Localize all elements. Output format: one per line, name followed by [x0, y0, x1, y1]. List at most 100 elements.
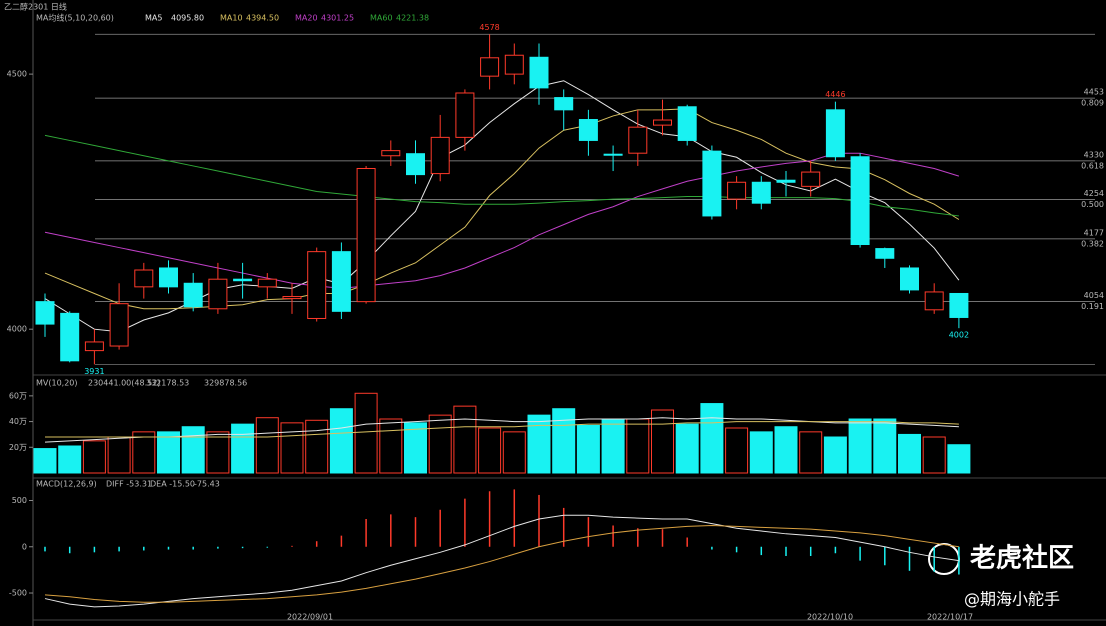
- volume-bar: [749, 431, 773, 474]
- legend-name: MA20: [295, 14, 318, 23]
- panel-value: 230441.00(48.52): [88, 379, 160, 388]
- extreme-label: 4578: [479, 23, 499, 32]
- fib-ratio: 0.382: [1081, 239, 1104, 248]
- y-tick-label: 40万: [9, 417, 27, 426]
- legend-value: 4095.80: [171, 14, 204, 23]
- candle-body: [35, 301, 55, 325]
- y-tick-label: 500: [12, 496, 27, 505]
- y-tick-label: -500: [9, 589, 27, 598]
- volume-bar: [576, 424, 600, 474]
- panel-value: 332178.53: [146, 379, 189, 388]
- candle-body: [455, 92, 475, 138]
- candle-body: [949, 292, 969, 318]
- volume-bar: [502, 431, 526, 474]
- candle-body: [208, 278, 228, 310]
- candle-body: [504, 54, 524, 75]
- candle-body: [825, 109, 845, 158]
- volume-bar: [651, 409, 674, 474]
- fib-price: 4330: [1084, 150, 1104, 159]
- y-tick-label: 0: [22, 542, 27, 551]
- candle-body: [60, 312, 80, 362]
- fib-ratio: 0.500: [1081, 200, 1104, 209]
- volume-bar: [132, 431, 156, 474]
- candle-body: [578, 119, 598, 141]
- candle-body: [727, 181, 747, 200]
- volume-bar: [82, 440, 106, 474]
- fib-ratio: 0.618: [1081, 161, 1104, 170]
- candle-body: [282, 296, 302, 300]
- volume-bar: [428, 414, 452, 474]
- indicator-line: [45, 421, 959, 438]
- watermark-brand: 老虎社区: [970, 543, 1074, 574]
- legend-value: 4301.25: [321, 14, 354, 23]
- volume-bar: [280, 422, 304, 474]
- candle-body: [257, 278, 277, 288]
- candle-body: [751, 181, 771, 204]
- volume-bar: [947, 444, 971, 474]
- x-tick-label: 2022/10/17: [927, 613, 973, 622]
- volume-bar: [922, 436, 946, 474]
- volume-bar: [626, 418, 650, 474]
- candle-body: [801, 171, 821, 187]
- fib-ratio: 0.191: [1081, 302, 1104, 311]
- volume-bar: [552, 408, 576, 474]
- chart-title: 乙二醇2301 日线: [4, 2, 67, 12]
- volume-bar: [799, 431, 823, 474]
- candle-body: [603, 153, 623, 156]
- fib-ratio: 0.809: [1081, 99, 1104, 108]
- candle-body: [109, 303, 129, 347]
- volume-bar: [33, 448, 57, 474]
- volume-bar: [823, 436, 847, 474]
- candle-body: [677, 106, 697, 141]
- volume-bar: [157, 431, 180, 474]
- volume-bar: [329, 408, 353, 474]
- volume-bar: [107, 436, 131, 474]
- indicator-label: MA均线(5,10,20,60): [36, 13, 114, 23]
- candle-body: [850, 156, 870, 246]
- volume-bar: [305, 419, 329, 474]
- indicator-line: [44, 134, 959, 217]
- extreme-label: 4002: [949, 331, 969, 340]
- volume-bar: [675, 423, 699, 474]
- indicator-line: [44, 514, 959, 608]
- volume-bar: [379, 418, 403, 474]
- indicator-line: [44, 524, 959, 603]
- candle-body: [159, 267, 178, 288]
- fib-price: 4254: [1084, 189, 1104, 198]
- candle-body: [406, 153, 425, 176]
- extreme-label: 3931: [84, 367, 104, 376]
- x-tick-label: 2022/09/01: [287, 613, 333, 622]
- candle-body: [924, 291, 944, 311]
- watermark-author: @期海小舵手: [964, 590, 1060, 609]
- candle-body: [875, 248, 895, 259]
- volume-bar: [700, 403, 724, 474]
- candle-body: [84, 341, 104, 352]
- legend-name: MA60: [370, 14, 393, 23]
- legend-name: MA10: [220, 14, 243, 23]
- candle-body: [233, 278, 253, 282]
- candle-body: [430, 136, 450, 175]
- y-tick-label: 4000: [7, 325, 27, 334]
- volume-bar: [527, 414, 551, 474]
- volume-bar: [848, 418, 872, 474]
- candle-body: [554, 97, 574, 111]
- y-tick-label: 4500: [7, 70, 27, 79]
- candle-body: [331, 251, 351, 312]
- x-tick-label: 2022/10/10: [807, 613, 853, 622]
- candle-body: [702, 150, 722, 217]
- panel-value: DEA -15.50: [150, 480, 195, 489]
- candle-body: [183, 282, 203, 308]
- candle-body: [529, 56, 549, 89]
- candle-body: [900, 267, 919, 291]
- candle-body: [776, 179, 796, 183]
- fib-price: 4177: [1084, 228, 1104, 237]
- volume-bar: [774, 426, 798, 474]
- candle-body: [653, 119, 672, 126]
- y-tick-label: 20万: [9, 443, 27, 452]
- panel-value: DIFF -53.31: [106, 480, 152, 489]
- volume-bar: [898, 433, 921, 474]
- volume-bar: [478, 427, 502, 474]
- candle-body: [134, 269, 154, 288]
